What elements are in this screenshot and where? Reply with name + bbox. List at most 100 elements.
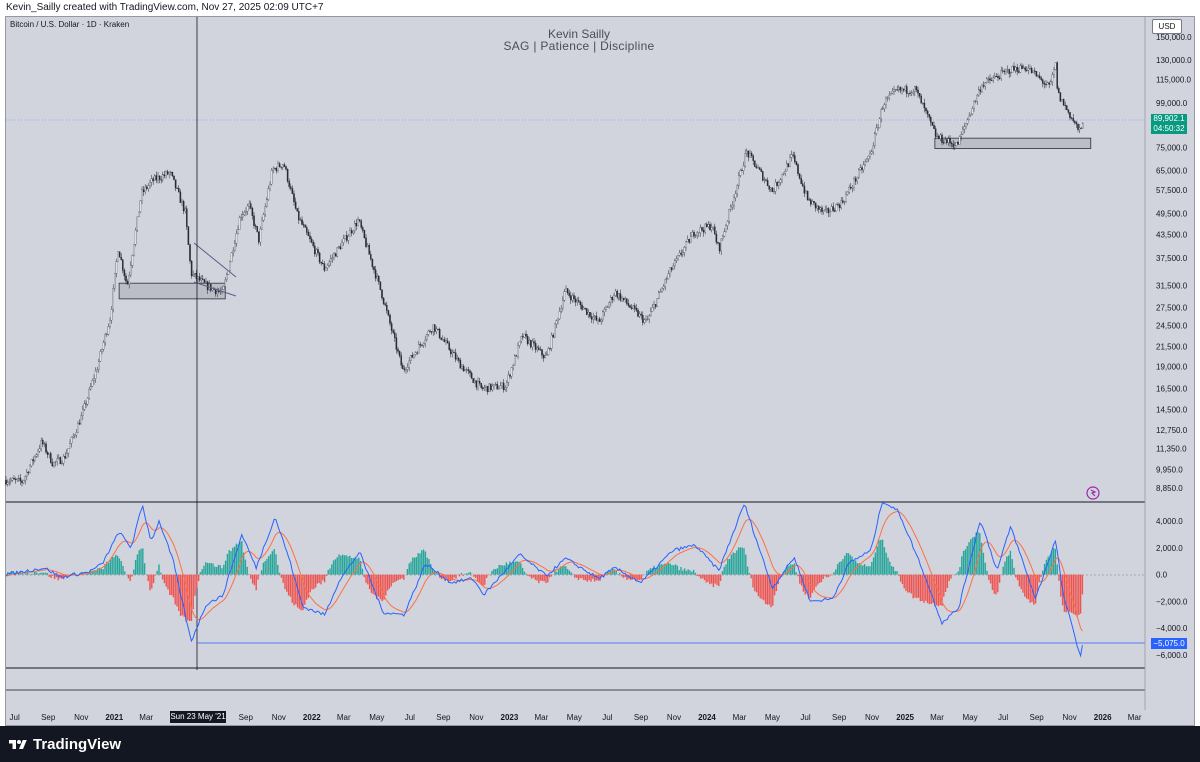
- histogram-bar: [469, 572, 472, 575]
- candle-body: [920, 95, 922, 104]
- histogram-bar: [764, 574, 767, 604]
- candle-body: [67, 448, 70, 454]
- histogram-bar: [633, 574, 635, 579]
- candle-body: [262, 214, 265, 221]
- candle-body: [421, 344, 423, 346]
- time-tick-label: Mar: [534, 713, 548, 722]
- candle-body: [144, 186, 146, 192]
- histogram-bar: [1018, 574, 1021, 587]
- histogram-bar: [293, 574, 295, 606]
- histogram-bar: [806, 574, 808, 594]
- histogram-bar: [905, 574, 907, 591]
- time-tick-label: Nov: [272, 713, 286, 722]
- candle-body: [774, 182, 777, 192]
- candle-body: [326, 265, 329, 269]
- candle-body: [515, 355, 518, 357]
- candle-body: [787, 163, 790, 167]
- candle-body: [925, 107, 927, 112]
- candle-body: [434, 324, 436, 332]
- candle-body: [659, 291, 662, 293]
- histogram-bar: [97, 568, 99, 575]
- candle-body: [402, 365, 404, 370]
- candle-body: [570, 295, 572, 301]
- candle-body: [635, 308, 638, 311]
- chart-caption: Kevin_Sailly created with TradingView.co…: [0, 0, 1200, 16]
- chart-area[interactable]: [5, 16, 1195, 726]
- candle-body: [422, 343, 425, 346]
- candle-body: [789, 157, 791, 167]
- histogram-bar: [536, 574, 538, 581]
- histogram-bar: [381, 574, 383, 602]
- candle-body: [443, 339, 446, 342]
- candle-body: [859, 167, 862, 171]
- candle-body: [123, 270, 126, 277]
- histogram-bar: [579, 574, 581, 579]
- candle-body: [1075, 122, 1078, 125]
- histogram-bar: [943, 574, 945, 597]
- candle-body: [115, 261, 118, 274]
- candle-body: [861, 167, 863, 170]
- histogram-bar: [43, 572, 45, 575]
- chart-canvas[interactable]: 150,000.0 130,000.0 115,000.0 99,000.0 75,00…: [0, 0, 1200, 726]
- candle-body: [1054, 62, 1057, 70]
- histogram-bar: [215, 567, 218, 575]
- histogram-bar: [413, 557, 416, 575]
- candle-body: [934, 128, 937, 137]
- candle-body: [1002, 70, 1004, 72]
- candle-body: [862, 164, 865, 170]
- candle-body: [194, 273, 196, 275]
- candle-body: [747, 150, 750, 158]
- price-tick-label: 19,000.0: [1156, 362, 1188, 371]
- currency-button[interactable]: USD: [1152, 19, 1182, 34]
- tradingview-logo[interactable]: TradingView: [8, 736, 121, 753]
- histogram-bar: [889, 561, 891, 575]
- candle-body: [1066, 105, 1068, 110]
- histogram-bar: [863, 564, 866, 575]
- candle-body: [813, 201, 815, 204]
- histogram-bar: [203, 565, 205, 575]
- histogram-bar: [331, 564, 333, 575]
- histogram-bar: [523, 571, 526, 575]
- histogram-bar: [246, 566, 248, 575]
- histogram-bar: [827, 574, 830, 578]
- price-tick-label: 65,000.0: [1156, 166, 1188, 175]
- time-tick-label: Sep: [239, 713, 254, 722]
- candle-body: [243, 212, 246, 215]
- histogram-bar: [475, 574, 477, 578]
- candle-body: [219, 291, 222, 293]
- histogram-bar: [147, 574, 149, 582]
- histogram-bar: [894, 571, 896, 575]
- replay-icon[interactable]: [1086, 486, 1100, 500]
- candle-body: [218, 291, 220, 292]
- histogram-bar: [496, 568, 499, 575]
- time-tick-label: 2021: [105, 713, 123, 722]
- histogram-bar: [836, 564, 839, 575]
- histogram-bar: [286, 574, 288, 592]
- histogram-bar: [451, 574, 454, 581]
- candle-body: [363, 230, 366, 239]
- histogram-bar: [187, 574, 189, 621]
- candle-body: [461, 366, 463, 369]
- candle-body: [51, 462, 54, 467]
- histogram-bar: [368, 574, 371, 590]
- candle-body: [341, 242, 343, 249]
- histogram-bar: [739, 547, 742, 575]
- histogram-bar: [478, 574, 481, 583]
- candle-body: [512, 365, 514, 368]
- candle-body: [699, 227, 702, 233]
- support-zone-2: [934, 137, 1092, 149]
- candle-body: [18, 477, 20, 479]
- candle-body: [301, 219, 303, 225]
- triangle-pattern[interactable]: [193, 242, 237, 297]
- candle-body: [494, 383, 497, 385]
- candle-body: [91, 380, 94, 387]
- candle-body: [306, 227, 308, 233]
- candle-body: [344, 235, 346, 239]
- candle-body: [782, 173, 785, 175]
- candle-body: [739, 170, 742, 176]
- histogram-bar: [700, 574, 702, 579]
- candle-body: [174, 179, 177, 189]
- candle-body: [336, 247, 338, 257]
- candle-body: [1067, 109, 1070, 113]
- histogram-bar: [464, 573, 466, 575]
